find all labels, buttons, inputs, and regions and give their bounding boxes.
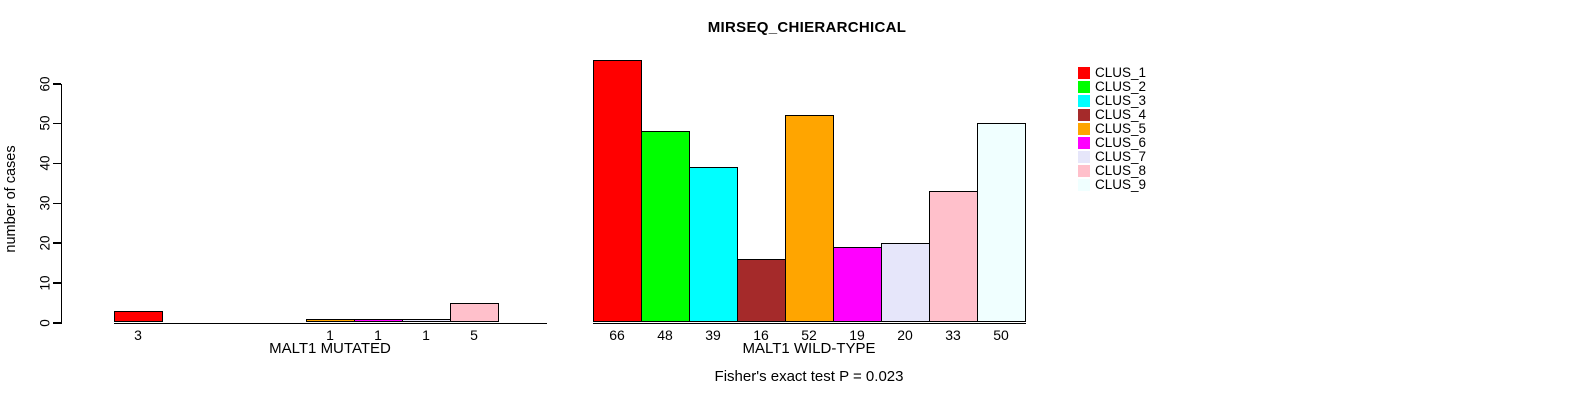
legend-label: CLUS_1 — [1095, 65, 1147, 80]
y-axis-tick — [52, 162, 61, 165]
legend-swatch — [1078, 109, 1090, 121]
legend-item: CLUS_5 — [1078, 122, 1146, 136]
y-tick-label: 20 — [37, 235, 53, 251]
y-axis-tick — [52, 202, 61, 204]
bar-value-label: 19 — [849, 327, 865, 343]
x-axis-title-wild-type: MALT1 WILD-TYPE — [742, 340, 876, 357]
bar-value-label: 48 — [657, 327, 673, 343]
y-axis-tick — [52, 122, 61, 125]
y-tick-label: 60 — [37, 75, 53, 92]
legend-label: CLUS_3 — [1095, 93, 1147, 108]
y-tick-label: 30 — [37, 195, 53, 211]
bar-value-label: 1 — [374, 327, 382, 343]
legend-label: CLUS_4 — [1095, 107, 1147, 122]
legend-swatch — [1078, 81, 1090, 93]
legend-swatch — [1078, 151, 1090, 163]
bar-value-label: 20 — [897, 327, 913, 343]
bar-clus_2 — [641, 131, 690, 323]
legend-label: CLUS_8 — [1095, 163, 1147, 178]
chart-title: MIRSEQ_CHIERARCHICAL — [707, 19, 907, 36]
bar-clus_9 — [977, 123, 1026, 323]
bar-clus_3 — [689, 167, 738, 323]
bar-value-label: 39 — [705, 327, 721, 343]
legend-item: CLUS_1 — [1078, 66, 1146, 80]
bar-clus_8 — [929, 191, 978, 323]
x-axis-title-mutated: MALT1 MUTATED — [269, 340, 391, 357]
y-axis-spine — [60, 83, 62, 324]
legend-label: CLUS_2 — [1095, 79, 1147, 94]
legend-swatch — [1078, 179, 1090, 191]
x-axis-baseline — [593, 322, 1026, 324]
bar-value-label: 52 — [801, 327, 817, 343]
y-axis-tick — [52, 322, 61, 324]
legend-item: CLUS_7 — [1078, 150, 1146, 164]
bar-clus_1 — [114, 310, 163, 323]
legend-item: CLUS_6 — [1078, 136, 1146, 150]
y-axis-tick — [52, 242, 61, 244]
legend-label: CLUS_9 — [1095, 177, 1147, 192]
legend-item: CLUS_4 — [1078, 108, 1146, 122]
y-axis-tick — [52, 282, 61, 284]
legend-label: CLUS_6 — [1095, 135, 1147, 150]
legend-swatch — [1078, 95, 1090, 107]
y-tick-label: 10 — [37, 275, 53, 291]
fisher-test-note: Fisher's exact test P = 0.023 — [714, 368, 904, 385]
bar-clus_1 — [593, 59, 642, 323]
legend-item: CLUS_2 — [1078, 80, 1146, 94]
legend-swatch — [1078, 123, 1090, 135]
y-tick-label: 50 — [37, 115, 53, 131]
y-axis-tick — [52, 83, 61, 85]
legend-swatch — [1078, 67, 1090, 79]
bar-value-label: 33 — [945, 327, 961, 343]
bar-clus_5 — [785, 115, 834, 323]
legend: CLUS_1 CLUS_2 CLUS_3 CLUS_4 CLUS_5 CLUS_6 CLUS… — [1078, 66, 1146, 192]
bar-value-label: 66 — [609, 327, 625, 343]
bar-clus_4 — [737, 258, 786, 323]
x-axis-baseline — [114, 322, 547, 324]
legend-item: CLUS_9 — [1078, 178, 1146, 192]
legend-item: CLUS_3 — [1078, 94, 1146, 108]
bar-clus_8 — [450, 302, 499, 323]
legend-swatch — [1078, 137, 1090, 149]
bar-value-label: 1 — [422, 327, 430, 343]
bar-value-label: 5 — [470, 327, 478, 343]
bar-clus_7 — [881, 242, 930, 323]
bar-value-label: 3 — [134, 327, 142, 343]
bar-value-label: 50 — [993, 327, 1009, 343]
y-axis-title: number of cases — [3, 145, 19, 253]
legend-swatch — [1078, 165, 1090, 177]
legend-item: CLUS_8 — [1078, 164, 1146, 178]
bar-value-label: 16 — [753, 327, 769, 343]
legend-label: CLUS_7 — [1095, 149, 1147, 164]
bar-value-label: 1 — [326, 327, 334, 343]
y-tick-label: 0 — [37, 318, 53, 327]
bar-clus_6 — [833, 246, 882, 323]
legend-label: CLUS_5 — [1095, 121, 1147, 136]
y-tick-label: 40 — [37, 155, 53, 171]
